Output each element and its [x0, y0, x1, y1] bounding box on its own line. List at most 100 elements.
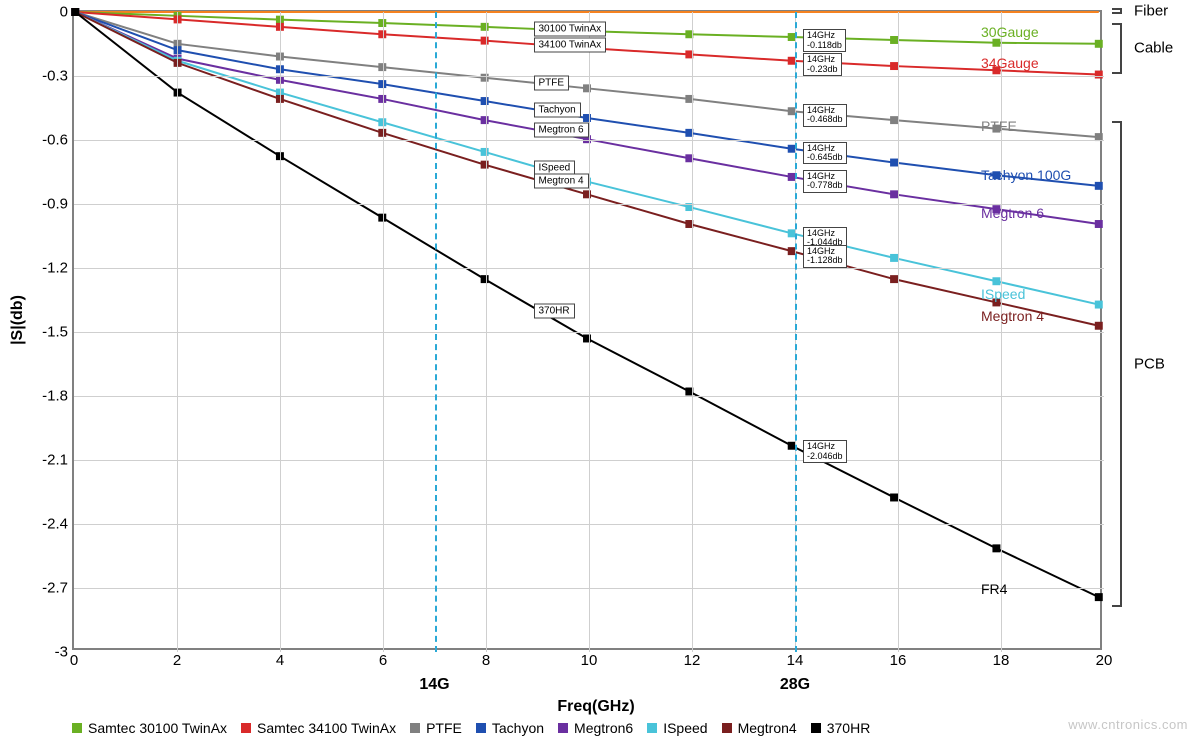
series-line [75, 12, 1099, 597]
series-marker [1095, 182, 1103, 190]
series-end-label: Megtron 6 [981, 205, 1044, 221]
legend-label: PTFE [426, 720, 462, 736]
series-marker [890, 190, 898, 198]
legend-item: Samtec 30100 TwinAx [72, 720, 227, 736]
legend-item: Tachyon [476, 720, 544, 736]
gridline-horizontal [74, 396, 1104, 397]
legend-label: Tachyon [492, 720, 544, 736]
y-tick-label: -2.7 [42, 580, 74, 597]
series-lines [74, 12, 1100, 648]
series-label-box: 34100 TwinAx [534, 37, 607, 52]
series-end-label: ISpeed [981, 286, 1025, 302]
series-end-label: PTFE [981, 118, 1017, 134]
legend-label: Megtron4 [738, 720, 797, 736]
legend-swatch [476, 723, 486, 733]
series-label-box: Tachyon [534, 103, 581, 118]
series-marker [890, 62, 898, 70]
series-line [75, 12, 1099, 305]
x-tick-label: 20 [1096, 648, 1113, 669]
legend-item: Megtron6 [558, 720, 633, 736]
series-marker [481, 148, 489, 156]
x-tick-label: 2 [173, 648, 181, 669]
chart-legend: Samtec 30100 TwinAx Samtec 34100 TwinAx PT… [72, 720, 1102, 736]
legend-item: Samtec 34100 TwinAx [241, 720, 396, 736]
data-callout: 14GHz-0.645db [803, 142, 847, 165]
series-marker [890, 494, 898, 502]
x-tick-label: 4 [276, 648, 284, 669]
series-end-label: FR4 [981, 581, 1007, 597]
data-callout: 14GHz-0.778db [803, 170, 847, 193]
series-label-box: 370HR [534, 303, 575, 318]
y-tick-label: -1.2 [42, 260, 74, 277]
gridline-horizontal [74, 332, 1104, 333]
legend-label: Megtron6 [574, 720, 633, 736]
reference-line-label: 14G [419, 648, 449, 694]
series-marker [481, 161, 489, 169]
gridline-horizontal [74, 588, 1104, 589]
legend-swatch [558, 723, 568, 733]
group-bracket [1120, 8, 1122, 14]
legend-swatch [647, 723, 657, 733]
series-label-box: PTFE [534, 76, 570, 91]
legend-swatch [410, 723, 420, 733]
legend-label: Samtec 30100 TwinAx [88, 720, 227, 736]
series-label-box: Megtron 6 [534, 123, 589, 138]
legend-swatch [72, 723, 82, 733]
series-marker [1095, 322, 1103, 330]
data-callout: 14GHz-0.23db [803, 53, 842, 76]
x-tick-label: 16 [890, 648, 907, 669]
series-marker [1095, 301, 1103, 309]
x-axis-label: Freq(GHz) [557, 698, 634, 716]
y-tick-label: -1.5 [42, 324, 74, 341]
series-marker [481, 116, 489, 124]
gridline-horizontal [74, 524, 1104, 525]
legend-label: ISpeed [663, 720, 707, 736]
legend-swatch [811, 723, 821, 733]
group-bracket [1120, 23, 1122, 74]
series-marker [1095, 71, 1103, 79]
series-marker [481, 275, 489, 283]
series-label-box: 30100 TwinAx [534, 22, 607, 37]
legend-label: Samtec 34100 TwinAx [257, 720, 396, 736]
series-marker [1095, 40, 1103, 48]
series-marker [1095, 220, 1103, 228]
reference-line [795, 12, 797, 652]
y-tick-label: -2.4 [42, 516, 74, 533]
x-tick-label: 12 [684, 648, 701, 669]
watermark-text: www.cntronics.com [1068, 717, 1188, 732]
gridline-horizontal [74, 268, 1104, 269]
series-marker [1095, 593, 1103, 601]
series-marker [992, 277, 1000, 285]
legend-swatch [722, 723, 732, 733]
series-marker [992, 544, 1000, 552]
series-end-label: Tachyon 100G [981, 167, 1071, 183]
x-tick-label: 6 [379, 648, 387, 669]
x-tick-label: 18 [993, 648, 1010, 669]
series-label-box: Megtron 4 [534, 173, 589, 188]
legend-item: Megtron4 [722, 720, 797, 736]
data-callout: 14GHz-1.128db [803, 245, 847, 268]
series-end-label: 30Gauge [981, 24, 1039, 40]
data-callout: 14GHz-0.468db [803, 104, 847, 127]
series-marker [481, 97, 489, 105]
group-bracket-label: Cable [1134, 40, 1173, 57]
data-callout: 14GHz-0.118db [803, 29, 846, 52]
gridline-horizontal [74, 204, 1104, 205]
legend-item: 370HR [811, 720, 871, 736]
legend-item: PTFE [410, 720, 462, 736]
group-bracket-label: Fiber [1134, 3, 1168, 20]
series-marker [890, 159, 898, 167]
y-tick-label: -1.8 [42, 388, 74, 405]
x-tick-label: 8 [482, 648, 490, 669]
y-tick-label: -3 [55, 644, 74, 661]
chart-container: |S|(db) 024681012141618200-0.3-0.6-0.9-1… [0, 0, 1192, 738]
data-callout: 14GHz-2.046db [803, 440, 847, 463]
y-tick-label: -2.1 [42, 452, 74, 469]
reference-line-label: 28G [780, 648, 810, 694]
series-marker [481, 37, 489, 45]
series-marker [481, 74, 489, 82]
gridline-horizontal [74, 140, 1104, 141]
group-bracket-label: PCB [1134, 356, 1165, 373]
x-tick-label: 10 [581, 648, 598, 669]
gridline-horizontal [74, 76, 1104, 77]
